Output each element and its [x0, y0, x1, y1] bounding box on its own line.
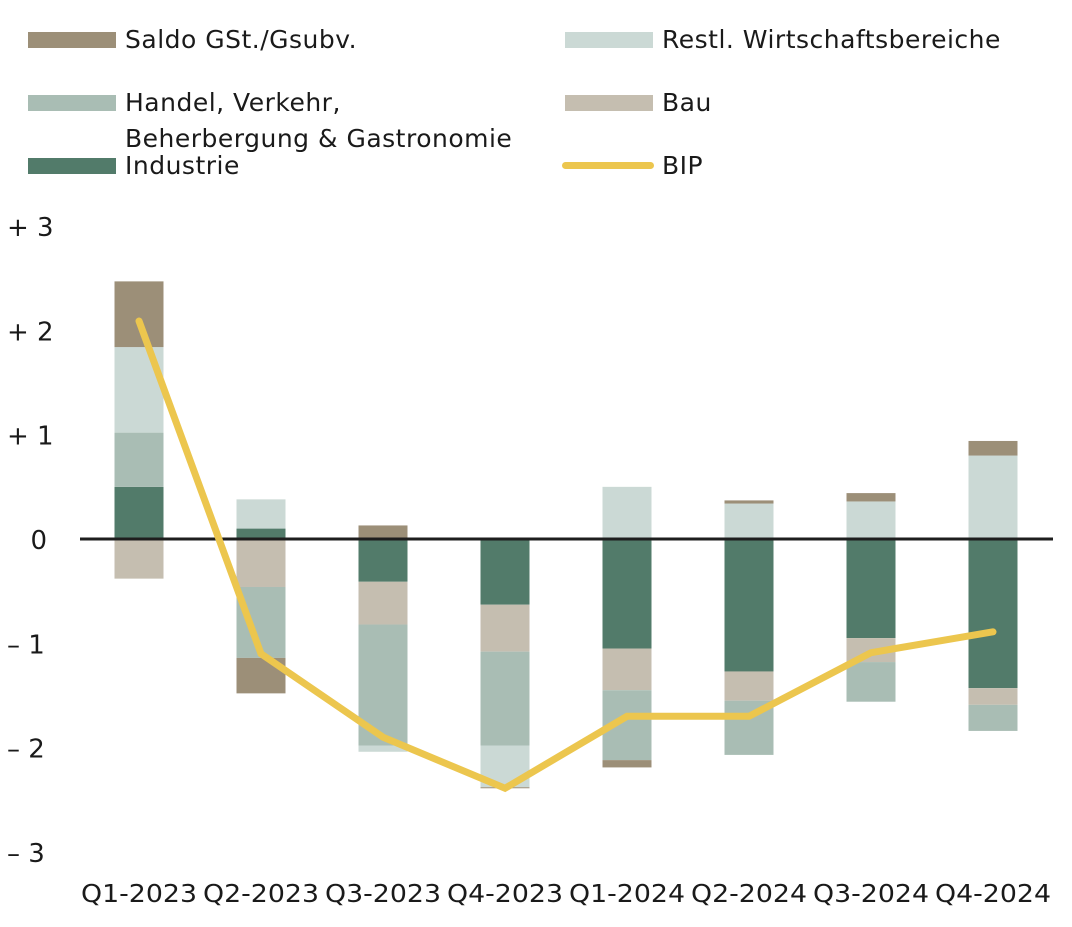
legend-label-restl: Restl. Wirtschaftsbereiche [662, 25, 1001, 54]
legend-label-industrie: Industrie [125, 151, 240, 180]
bar-segment-bau-q1-2024 [602, 648, 652, 691]
bar-segment-saldo-gst-gsubv-q3-2023 [358, 525, 408, 539]
bar-segment-handel-verkehr-beherbergung-gastronomie-q1-2023 [114, 432, 164, 487]
bar-segment-restl-wirtschaftsbereiche-q2-2023 [236, 499, 286, 529]
legend-swatch-bau [565, 95, 653, 111]
legend-swatch-restl [565, 32, 653, 48]
bar-segment-industrie-q3-2023 [358, 539, 408, 582]
bar-segment-saldo-gst-gsubv-q2-2024 [724, 500, 774, 504]
x-tick-label: Q1-2023 [81, 879, 197, 908]
y-tick-label: – 3 [7, 839, 45, 869]
bip-line-layer [135, 317, 997, 793]
bar-segment-saldo-gst-gsubv-q1-2024 [602, 760, 652, 768]
bar-segment-restl-wirtschaftsbereiche-q2-2024 [724, 503, 774, 539]
bip-line [135, 317, 997, 793]
bar-segment-saldo-gst-gsubv-q3-2024 [846, 493, 896, 502]
y-tick-label: 0 [30, 526, 47, 556]
y-axis-ticks: + 3 + 2 + 1 0 – 1 – 2 – 3 [7, 213, 54, 869]
bar-segment-bau-q3-2023 [358, 581, 408, 625]
bar-segment-bau-q2-2024 [724, 671, 774, 701]
x-axis-ticks: Q1-2023 Q2-2023 Q3-2023 Q4-2023 Q1-2024 Q2-20… [81, 879, 1051, 908]
legend-label-handel-line2: Beherbergung & Gastronomie [125, 124, 513, 153]
y-tick-label: + 2 [7, 317, 54, 347]
legend-swatch-handel [28, 95, 116, 111]
bar-segment-industrie-q4-2024 [968, 539, 1018, 689]
y-tick-label: + 1 [7, 422, 54, 452]
bars-layer [114, 281, 1018, 789]
x-tick-label: Q3-2023 [325, 879, 441, 908]
y-tick-label: – 2 [7, 735, 45, 765]
bar-segment-industrie-q3-2024 [846, 539, 896, 639]
bar-segment-industrie-q2-2023 [236, 528, 286, 539]
bar-segment-restl-wirtschaftsbereiche-q4-2024 [968, 455, 1018, 539]
legend-label-saldo: Saldo GSt./Gsubv. [125, 25, 358, 54]
y-tick-label: – 1 [7, 630, 45, 660]
legend-swatch-industrie [28, 158, 116, 174]
legend-label-bip: BIP [662, 151, 704, 180]
x-tick-label: Q4-2023 [447, 879, 563, 908]
legend-label-handel-line1: Handel, Verkehr, [125, 88, 341, 117]
x-tick-label: Q1-2024 [569, 879, 685, 908]
x-tick-label: Q4-2024 [935, 879, 1051, 908]
bar-segment-bau-q2-2023 [236, 539, 286, 587]
bar-segment-handel-verkehr-beherbergung-gastronomie-q4-2023 [480, 651, 530, 746]
x-tick-label: Q2-2024 [691, 879, 807, 908]
bar-segment-industrie-q2-2024 [724, 539, 774, 672]
bar-segment-industrie-q1-2023 [114, 486, 164, 539]
legend-label-bau: Bau [662, 88, 712, 117]
bar-segment-bau-q1-2023 [114, 539, 164, 579]
legend-swatch-saldo [28, 32, 116, 48]
bar-segment-restl-wirtschaftsbereiche-q3-2023 [358, 745, 408, 752]
bar-segment-bau-q4-2023 [480, 604, 530, 652]
bar-segment-handel-verkehr-beherbergung-gastronomie-q4-2024 [968, 704, 1018, 731]
x-tick-label: Q2-2023 [203, 879, 319, 908]
legend-swatch-bip [562, 162, 654, 169]
bar-segment-handel-verkehr-beherbergung-gastronomie-q3-2024 [846, 662, 896, 702]
bar-segment-restl-wirtschaftsbereiche-q3-2024 [846, 501, 896, 539]
bar-segment-saldo-gst-gsubv-q1-2023 [114, 281, 164, 348]
bar-segment-bau-q4-2024 [968, 688, 1018, 705]
bar-segment-saldo-gst-gsubv-q4-2024 [968, 440, 1018, 456]
bar-segment-industrie-q4-2023 [480, 539, 530, 605]
y-tick-label: + 3 [7, 213, 54, 243]
bar-segment-industrie-q1-2024 [602, 539, 652, 649]
bar-segment-restl-wirtschaftsbereiche-q1-2024 [602, 486, 652, 539]
x-tick-label: Q3-2024 [813, 879, 929, 908]
